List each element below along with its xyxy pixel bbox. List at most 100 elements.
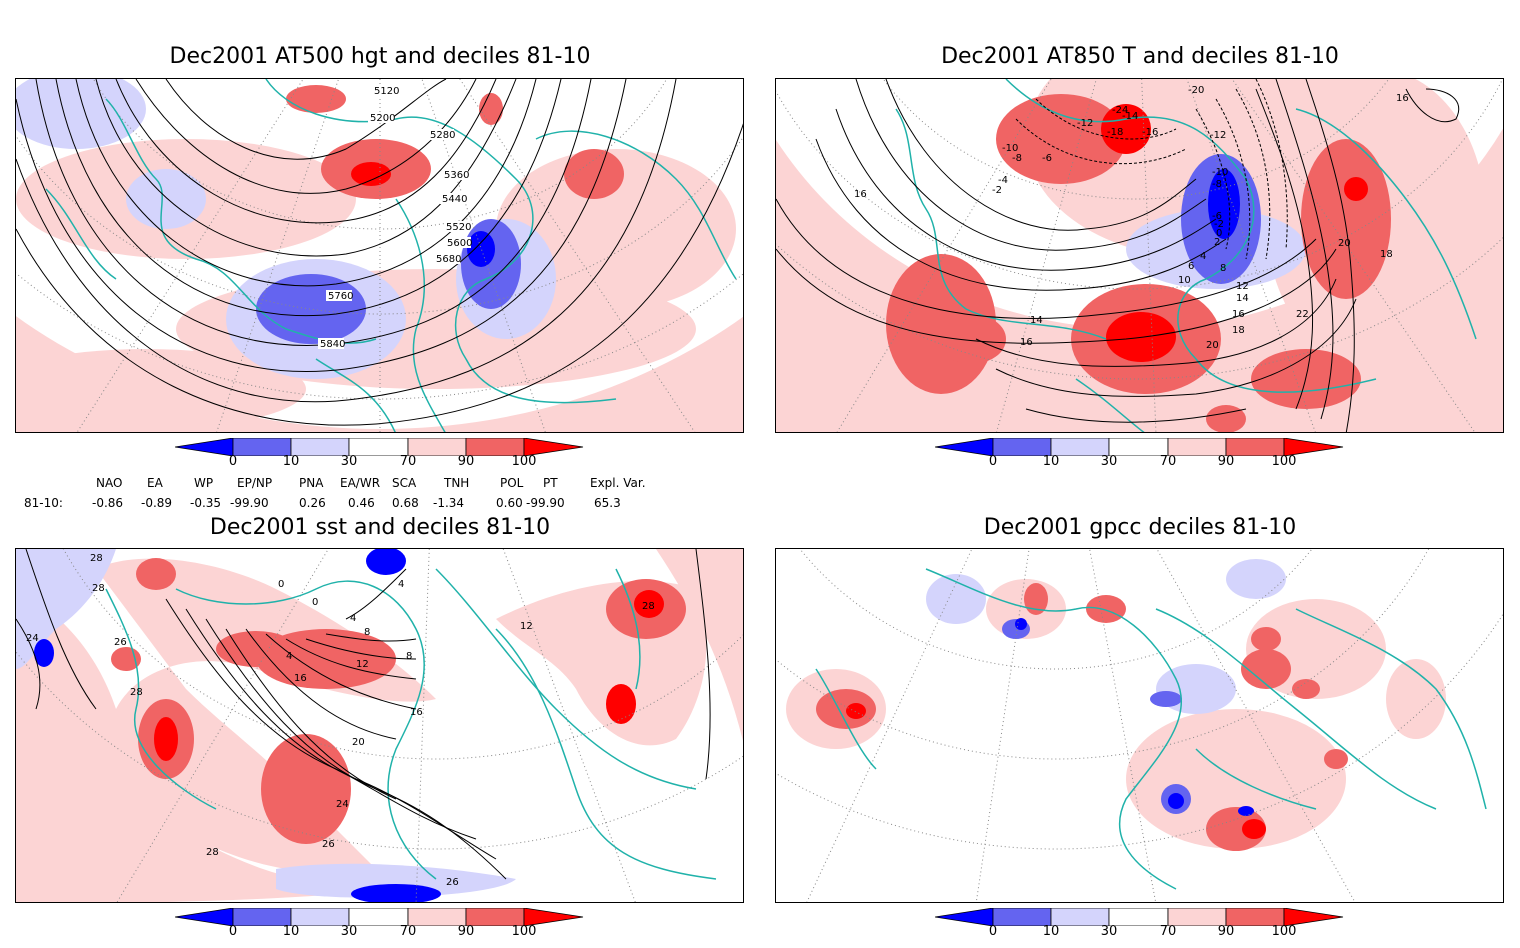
contour-label: 4 (1200, 251, 1206, 262)
contour-label: -10 (1212, 167, 1228, 178)
contour-label: 20 (1338, 238, 1351, 249)
contour-label: -4 (998, 175, 1008, 186)
colorbar-tick: 30 (1100, 454, 1118, 469)
index-value: -99.90 (526, 496, 565, 510)
contour-label: -12 (1077, 118, 1093, 129)
shade-mid-red (816, 689, 876, 729)
contour-label: 8 (406, 651, 412, 662)
shade-mid-red (996, 94, 1126, 184)
colorbar-tick: 70 (399, 454, 417, 469)
index-value: 0.68 (392, 496, 419, 510)
contour-label: 5200 (370, 113, 395, 124)
contour-label: -20 (1188, 85, 1204, 96)
contour-label: 5760 (328, 291, 353, 302)
colorbar-tick: 0 (988, 454, 998, 469)
colorbar-tick: 10 (282, 924, 300, 939)
contour-label: 5120 (374, 86, 399, 97)
negative-contours (1015, 79, 1288, 260)
contour-label: -16 (1142, 127, 1158, 138)
contour-label: 5840 (320, 339, 345, 350)
contour-label: 5680 (436, 254, 461, 265)
contour-label: -18 (1107, 127, 1123, 138)
colorbar-tick: 0 (228, 454, 238, 469)
contour-label: 26 (114, 637, 127, 648)
index-value: -0.89 (141, 496, 173, 510)
colorbar-tick: 90 (457, 454, 475, 469)
contour-label: 18 (1232, 325, 1245, 336)
index-value: 0.46 (348, 496, 375, 510)
colorbar-tick: 30 (340, 454, 358, 469)
colorbar-sst: 0 10 30 70 90 100 (175, 908, 595, 948)
contour-label: 28 (206, 847, 219, 858)
contour-label: -8 (1012, 153, 1022, 164)
panel-title-hgt500: Dec2001 AT500 hgt and deciles 81-10 (169, 44, 591, 69)
contour-label: -24 (1112, 105, 1128, 116)
index-value: 65.3 (594, 496, 621, 510)
index-row-label: 81-10: (24, 496, 63, 510)
panel-title-sst: Dec2001 sst and deciles 81-10 (209, 515, 551, 540)
contour-label: 0 (1216, 228, 1222, 239)
contour-label: 2 (1214, 237, 1220, 248)
contour-label: 28 (92, 583, 105, 594)
contour-label: 24 (336, 799, 349, 810)
colorbar-tick: 30 (340, 924, 358, 939)
panel-title-gpcc: Dec2001 gpcc deciles 81-10 (983, 515, 1297, 540)
graticule (776, 549, 1503, 902)
colorbar-tick: 10 (282, 454, 300, 469)
contour-label: 12 (1236, 281, 1249, 292)
contour-labels: 5120 5200 5280 5360 5440 5520 5600 5680 … (318, 85, 472, 350)
index-header: EP/NP (237, 476, 273, 490)
contour-label: -12 (1210, 130, 1226, 141)
index-value: -0.35 (190, 496, 222, 510)
contour-label: 12 (356, 659, 369, 670)
panel-title-t850: Dec2001 AT850 T and deciles 81-10 (941, 44, 1339, 69)
index-header: POL (500, 476, 524, 490)
contour-label: 4 (398, 579, 404, 590)
colorbar-tick: 0 (228, 924, 238, 939)
colorbar-tick: 90 (1217, 454, 1235, 469)
shade-strong-red (154, 717, 178, 761)
contour-label: 16 (1020, 337, 1033, 348)
shade-light-blue (16, 549, 116, 669)
graticule (16, 549, 743, 902)
colorbar-t850: 0 10 30 70 90 100 (935, 438, 1355, 478)
contour-label: 16 (294, 673, 307, 684)
index-header: TNH (444, 476, 470, 490)
contour-label: 16 (1396, 93, 1409, 104)
shade-strong-red (1101, 104, 1151, 154)
contour-label: -6 (1212, 211, 1222, 222)
contour-label: 6 (1188, 261, 1194, 272)
sst-contours (16, 549, 711, 880)
index-value: -0.86 (92, 496, 124, 510)
contour-label: -10 (1002, 143, 1018, 154)
temperature-contours (776, 79, 1460, 432)
contour-label: 5520 (446, 222, 471, 233)
index-header: EA/WR (340, 476, 381, 490)
index-value: 0.26 (299, 496, 326, 510)
contour-label: -2 (1214, 219, 1224, 230)
contour-label: 14 (1030, 315, 1043, 326)
index-header: Expl. Var. (590, 476, 646, 490)
contour-label: 12 (520, 621, 533, 632)
shade-strong-blue (1168, 793, 1184, 809)
contour-label: 8 (1220, 263, 1226, 274)
coastlines (895, 79, 1477, 432)
contour-label: 26 (446, 877, 459, 888)
colorbar-tick: 90 (457, 924, 475, 939)
contour-label: 28 (90, 553, 103, 564)
contour-label: 16 (854, 189, 867, 200)
index-header: NAO (96, 476, 123, 490)
colorbar-tick: 100 (511, 924, 537, 939)
map-panel-hgt500: 5120 5200 5280 5360 5440 5520 5600 5680 … (15, 78, 744, 433)
colorbar-tick: 70 (399, 924, 417, 939)
contour-label: 16 (1232, 309, 1245, 320)
shade-strong-red (1242, 819, 1266, 839)
colorbar-tick: 70 (1159, 924, 1177, 939)
colorbar-tick: 100 (1271, 454, 1297, 469)
index-header: SCA (392, 476, 417, 490)
map-panel-gpcc (775, 548, 1504, 903)
shade-strong-blue (1208, 169, 1240, 239)
index-value: -1.34 (433, 496, 465, 510)
graticule (16, 79, 743, 432)
shade-strong-red (351, 162, 391, 186)
